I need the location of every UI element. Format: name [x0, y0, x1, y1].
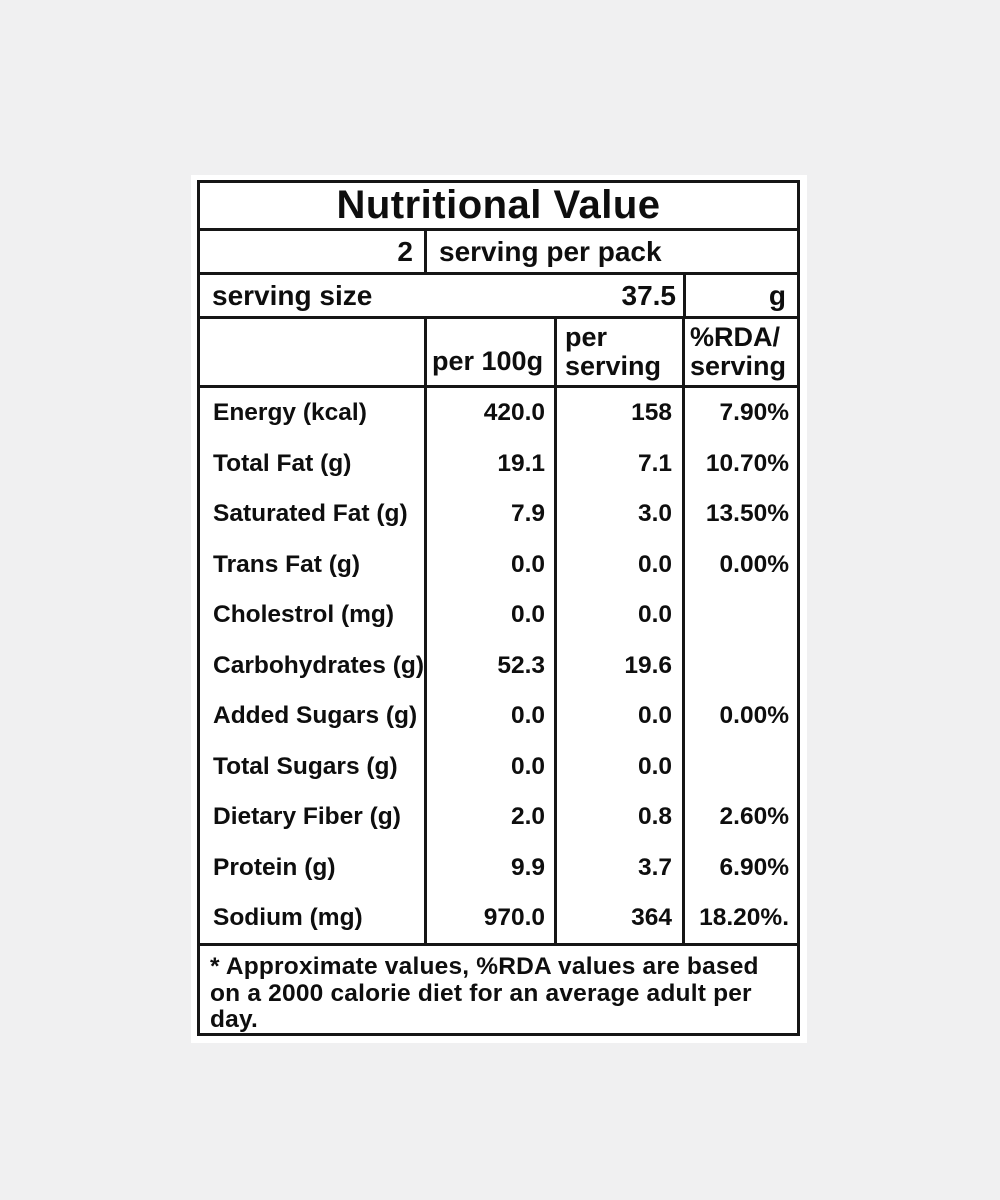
table-row-dietary-fiber: Dietary Fiber (g) 2.0 0.8 2.60%: [200, 791, 797, 843]
per-serving-value: 19.6: [557, 640, 685, 691]
table-row-total-sugars: Total Sugars (g) 0.0 0.0: [200, 741, 797, 792]
table-row-trans-fat: Trans Fat (g) 0.0 0.0 0.00%: [200, 539, 797, 590]
per-100g-value: 970.0: [427, 892, 557, 944]
per-100g-value: 52.3: [427, 640, 557, 691]
nutrition-table: Nutritional Value 2 serving per pack ser…: [197, 180, 800, 1036]
serving-count: 2: [397, 235, 413, 267]
rda-value: 2.60%: [719, 803, 789, 831]
header-per-serving: per serving: [557, 319, 685, 385]
page-title: Nutritional Value: [336, 183, 661, 227]
per-serving-value: 7.1: [557, 438, 685, 489]
nutrient-label: Sodium (mg): [200, 892, 427, 944]
nutrient-label: Total Sugars (g): [200, 741, 427, 792]
rda-value: 0.00%: [719, 702, 789, 730]
rda-value: 18.20%.: [699, 904, 789, 932]
nutrient-rows: Energy (kcal) 420.0 158 7.90% Total Fat …: [200, 387, 797, 944]
serving-count-cell: 2: [200, 231, 427, 273]
rda-value: 13.50%: [705, 500, 789, 528]
rda-value: [685, 640, 797, 691]
header-per-100g: per 100g: [427, 319, 557, 385]
per-serving-value: 0.0: [557, 690, 685, 742]
table-row-saturated-fat: Saturated Fat (g) 7.9 3.0 13.50%: [200, 488, 797, 540]
serving-size-row: serving size 37.5 g: [200, 275, 797, 320]
header-rda-per-serving: %RDA/ serving: [690, 322, 787, 381]
nutrient-label: Cholestrol (mg): [200, 589, 427, 641]
per-serving-value: 3.7: [557, 842, 685, 893]
per-100g-value: 0.0: [427, 690, 557, 742]
nutrient-label: Saturated Fat (g): [200, 488, 427, 540]
nutrient-label: Protein (g): [200, 842, 427, 893]
per-serving-value: 3.0: [557, 488, 685, 540]
nutrient-label: Added Sugars (g): [200, 690, 427, 742]
nutrition-label: Nutritional Value 2 serving per pack ser…: [191, 175, 807, 1043]
per-100g-value: 0.0: [427, 741, 557, 792]
serving-size-cell: serving size 37.5: [200, 275, 686, 317]
per-100g-value: 0.0: [427, 589, 557, 641]
per-100g-value: 19.1: [427, 438, 557, 489]
nutrient-label: Energy (kcal): [200, 387, 427, 439]
rda-value: 7.90%: [719, 398, 789, 426]
table-row-sodium: Sodium (mg) 970.0 364 18.20%.: [200, 892, 797, 944]
rda-value: 6.90%: [719, 853, 789, 881]
rda-value: 0.00%: [719, 550, 789, 578]
title-row: Nutritional Value: [200, 183, 797, 231]
rda-footnote: * Approximate values, %RDA values are ba…: [200, 943, 797, 1033]
header-blank-cell: [200, 319, 427, 385]
table-row-total-fat: Total Fat (g) 19.1 7.1 10.70%: [200, 438, 797, 489]
per-100g-value: 2.0: [427, 791, 557, 843]
nutrient-label: Dietary Fiber (g): [200, 791, 427, 843]
per-serving-value: 0.0: [557, 589, 685, 641]
nutrient-label: Carbohydrates (g): [200, 640, 427, 691]
table-row-added-sugars: Added Sugars (g) 0.0 0.0 0.00%: [200, 690, 797, 742]
per-serving-value: 0.8: [557, 791, 685, 843]
serving-per-pack-row: 2 serving per pack: [200, 231, 797, 276]
serving-size-label: serving size: [212, 279, 373, 311]
column-header-row: per 100g per serving %RDA/ serving: [200, 319, 797, 388]
per-serving-value: 158: [557, 387, 685, 439]
table-row-energy: Energy (kcal) 420.0 158 7.90%: [200, 387, 797, 439]
per-100g-value: 7.9: [427, 488, 557, 540]
per-100g-value: 0.0: [427, 539, 557, 590]
nutrient-label: Total Fat (g): [200, 438, 427, 489]
rda-value: 10.70%: [705, 449, 789, 477]
serving-per-pack-cell: serving per pack: [427, 231, 797, 272]
per-100g-value: 9.9: [427, 842, 557, 893]
serving-size-unit-cell: g: [686, 275, 797, 316]
per-serving-value: 0.0: [557, 539, 685, 590]
per-100g-value: 420.0: [427, 387, 557, 439]
per-serving-value: 364: [557, 892, 685, 944]
serving-size-unit: g: [768, 279, 786, 311]
nutrient-label: Trans Fat (g): [200, 539, 427, 590]
table-row-carbohydrates: Carbohydrates (g) 52.3 19.6: [200, 640, 797, 691]
serving-size-value: 37.5: [621, 279, 677, 311]
rda-value: [685, 741, 797, 792]
table-row-cholestrol: Cholestrol (mg) 0.0 0.0: [200, 589, 797, 641]
rda-value: [685, 590, 797, 641]
serving-per-pack-label: serving per pack: [439, 235, 662, 267]
table-row-protein: Protein (g) 9.9 3.7 6.90%: [200, 842, 797, 893]
per-serving-value: 0.0: [557, 741, 685, 792]
